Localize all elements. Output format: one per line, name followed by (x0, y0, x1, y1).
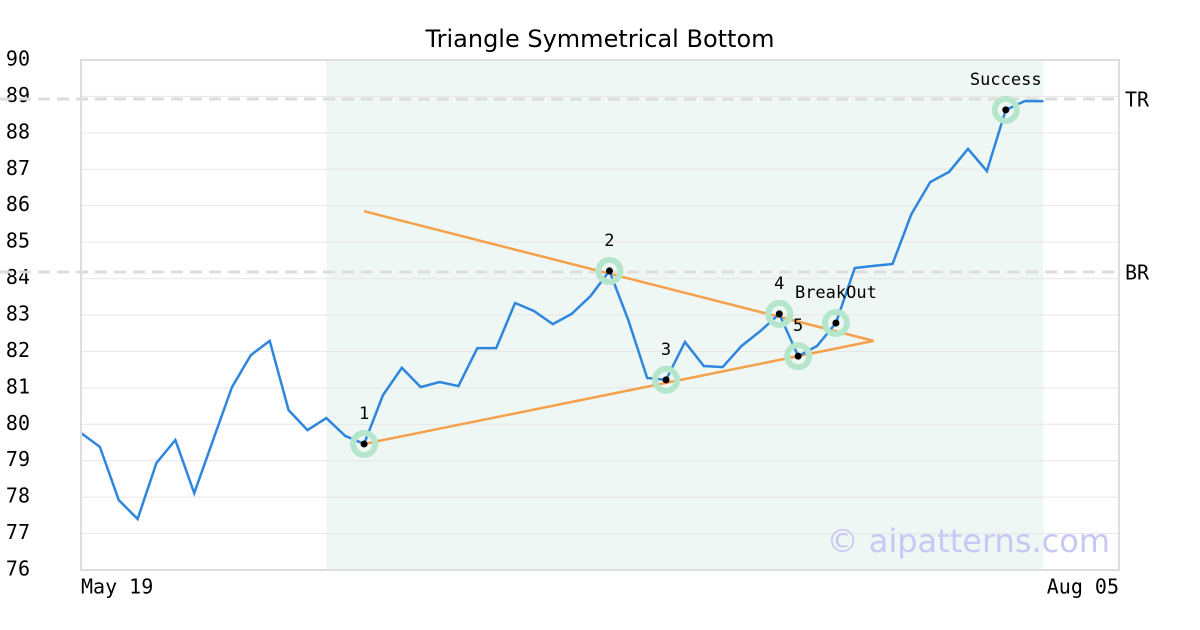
pattern-point (832, 319, 840, 327)
y-tick-label: 81 (6, 374, 30, 398)
point-label: 4 (774, 274, 784, 294)
pattern-point-halo (765, 299, 794, 328)
pattern-point-halo (595, 256, 624, 285)
x-tick-label: May 19 (81, 575, 153, 599)
y-tick-label: 84 (6, 265, 30, 289)
pattern-point-halo (991, 95, 1020, 124)
pattern-point (775, 310, 783, 318)
y-tick-label: 87 (6, 156, 30, 180)
price-line (80, 99, 1044, 522)
level-label: BR (1125, 261, 1150, 285)
pattern-point (1002, 106, 1010, 114)
y-tick-label: 80 (6, 411, 30, 435)
y-tick-label: 82 (6, 338, 30, 362)
x-tick-label: Aug 05 (1047, 575, 1119, 599)
y-tick-label: 78 (6, 484, 30, 508)
point-label: Success (970, 70, 1042, 90)
y-tick-label: 90 (6, 47, 30, 71)
watermark: © aipatterns.com (827, 522, 1110, 560)
pattern-point-halo (821, 309, 850, 338)
y-tick-label: 77 (6, 520, 30, 544)
pattern-point (360, 440, 368, 448)
y-tick-label: 86 (6, 192, 30, 216)
point-label: 5 (793, 316, 803, 336)
pattern-point (605, 267, 613, 275)
y-tick-label: 85 (6, 229, 30, 253)
pattern-point-halo (784, 342, 813, 371)
chart-title: Triangle Symmetrical Bottom (424, 25, 774, 53)
y-tick-label: 88 (6, 119, 30, 143)
pattern-point (794, 352, 802, 360)
point-label: BreakOut (795, 283, 877, 303)
y-tick-label: 83 (6, 302, 30, 326)
pattern-point-halo (652, 365, 681, 394)
point-label: 1 (359, 404, 369, 424)
level-label: TR (1125, 87, 1150, 111)
point-label: 2 (604, 231, 614, 251)
y-tick-label: 76 (6, 557, 30, 581)
y-tick-label: 89 (6, 83, 30, 107)
y-tick-label: 79 (6, 447, 30, 471)
point-label: 3 (661, 340, 671, 360)
plot-frame (80, 59, 1120, 571)
pattern-point (662, 376, 670, 384)
pattern-point-halo (350, 429, 379, 458)
